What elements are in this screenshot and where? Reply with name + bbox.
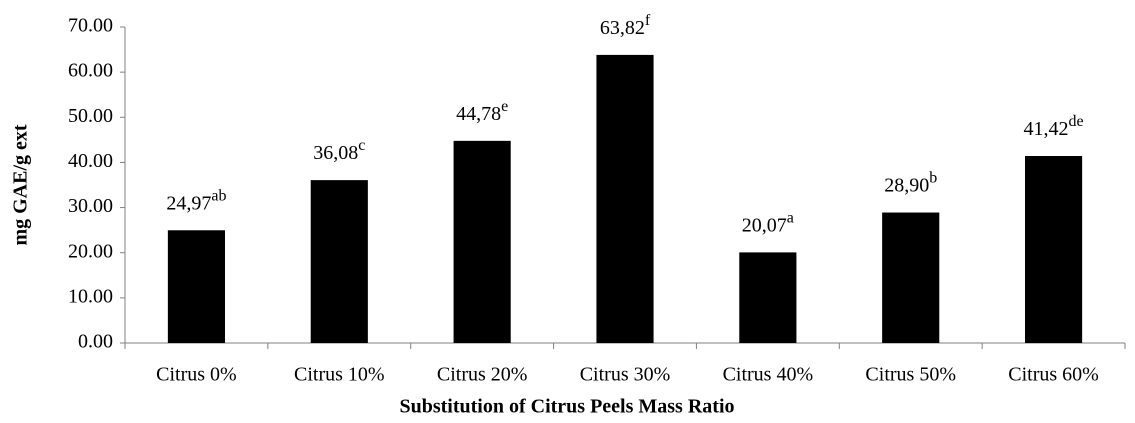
x-tick-label: Citrus 0% bbox=[156, 364, 237, 386]
bar bbox=[1025, 156, 1083, 343]
data-label-value: 41,42 bbox=[1024, 118, 1069, 140]
data-label-letter: a bbox=[787, 209, 794, 226]
bar bbox=[167, 230, 225, 343]
data-label: 41,42de bbox=[1024, 113, 1084, 140]
bar bbox=[310, 180, 368, 343]
x-tick-label: Citrus 20% bbox=[437, 364, 528, 386]
y-tick-label: 30.00 bbox=[68, 195, 113, 217]
x-tick-label: Citrus 50% bbox=[865, 364, 956, 386]
data-label-letter: ab bbox=[211, 187, 226, 204]
x-tick-label: Citrus 40% bbox=[723, 364, 814, 386]
data-label-letter: de bbox=[1069, 113, 1084, 130]
data-label-letter: b bbox=[929, 169, 937, 186]
data-label-letter: f bbox=[645, 12, 651, 29]
x-axis-title: Substitution of Citrus Peels Mass Ratio bbox=[399, 396, 734, 418]
data-label-value: 36,08 bbox=[313, 142, 358, 164]
data-label-value: 44,78 bbox=[456, 102, 501, 124]
data-label-value: 20,07 bbox=[742, 214, 787, 236]
y-tick-label: 60.00 bbox=[68, 60, 113, 82]
data-label: 44,78e bbox=[456, 98, 508, 125]
x-tick-label: Citrus 60% bbox=[1008, 364, 1099, 386]
data-label-letter: e bbox=[501, 98, 508, 115]
data-label-value: 24,97 bbox=[166, 192, 211, 214]
y-tick-label: 50.00 bbox=[68, 105, 113, 127]
y-axis-title: mg GAE/g ext bbox=[10, 124, 32, 245]
bar bbox=[739, 252, 797, 343]
x-tick-label: Citrus 10% bbox=[294, 364, 385, 386]
data-label: 28,90b bbox=[884, 169, 937, 196]
bar bbox=[596, 54, 654, 343]
bar bbox=[453, 140, 511, 343]
data-label-value: 63,82 bbox=[600, 16, 645, 38]
y-tick-label: 10.00 bbox=[68, 285, 113, 307]
data-label-letter: c bbox=[358, 137, 365, 154]
data-label-value: 28,90 bbox=[884, 174, 929, 196]
y-tick-label: 0.00 bbox=[78, 331, 113, 353]
y-tick-label: 20.00 bbox=[68, 240, 113, 262]
data-label: 36,08c bbox=[313, 137, 365, 164]
x-tick-label: Citrus 30% bbox=[580, 364, 671, 386]
bar bbox=[882, 212, 940, 343]
data-label: 24,97ab bbox=[166, 187, 226, 214]
y-tick-label: 40.00 bbox=[68, 150, 113, 172]
data-label: 20,07a bbox=[742, 209, 794, 236]
y-tick-label: 70.00 bbox=[68, 15, 113, 37]
data-label: 63,82f bbox=[600, 12, 651, 39]
